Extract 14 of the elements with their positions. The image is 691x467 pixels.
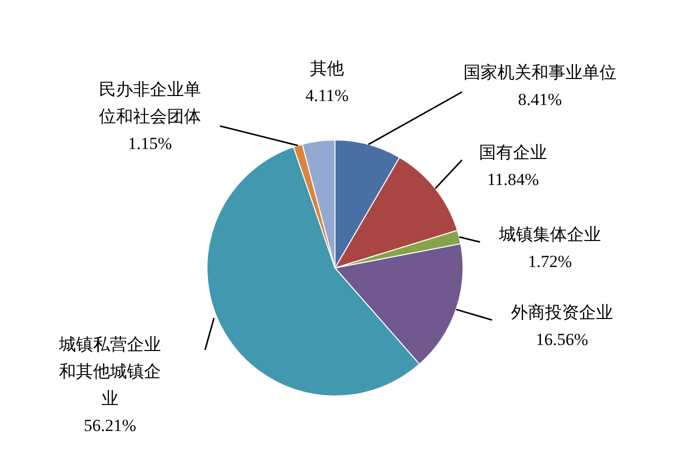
slice-label: 城镇集体企业 [498,225,601,244]
data-label: 4.11% [305,86,349,105]
data-label: 1.72% [528,252,572,271]
slice-label: 城镇私营企业和其他城镇企业 [58,335,161,408]
data-label: 11.84% [487,170,539,189]
slice-label: 外商投资企业 [511,303,613,322]
slice-label: 民办非企业单位和社会团体 [99,80,201,126]
data-label: 8.41% [518,90,562,109]
slice-label: 其他 [310,59,344,78]
slice-label: 国家机关和事业单位 [464,63,616,82]
slice-label: 国有企业 [479,143,547,162]
data-label: 1.15% [128,134,172,153]
data-label: 16.56% [536,330,588,349]
data-label: 56.21% [84,416,136,435]
